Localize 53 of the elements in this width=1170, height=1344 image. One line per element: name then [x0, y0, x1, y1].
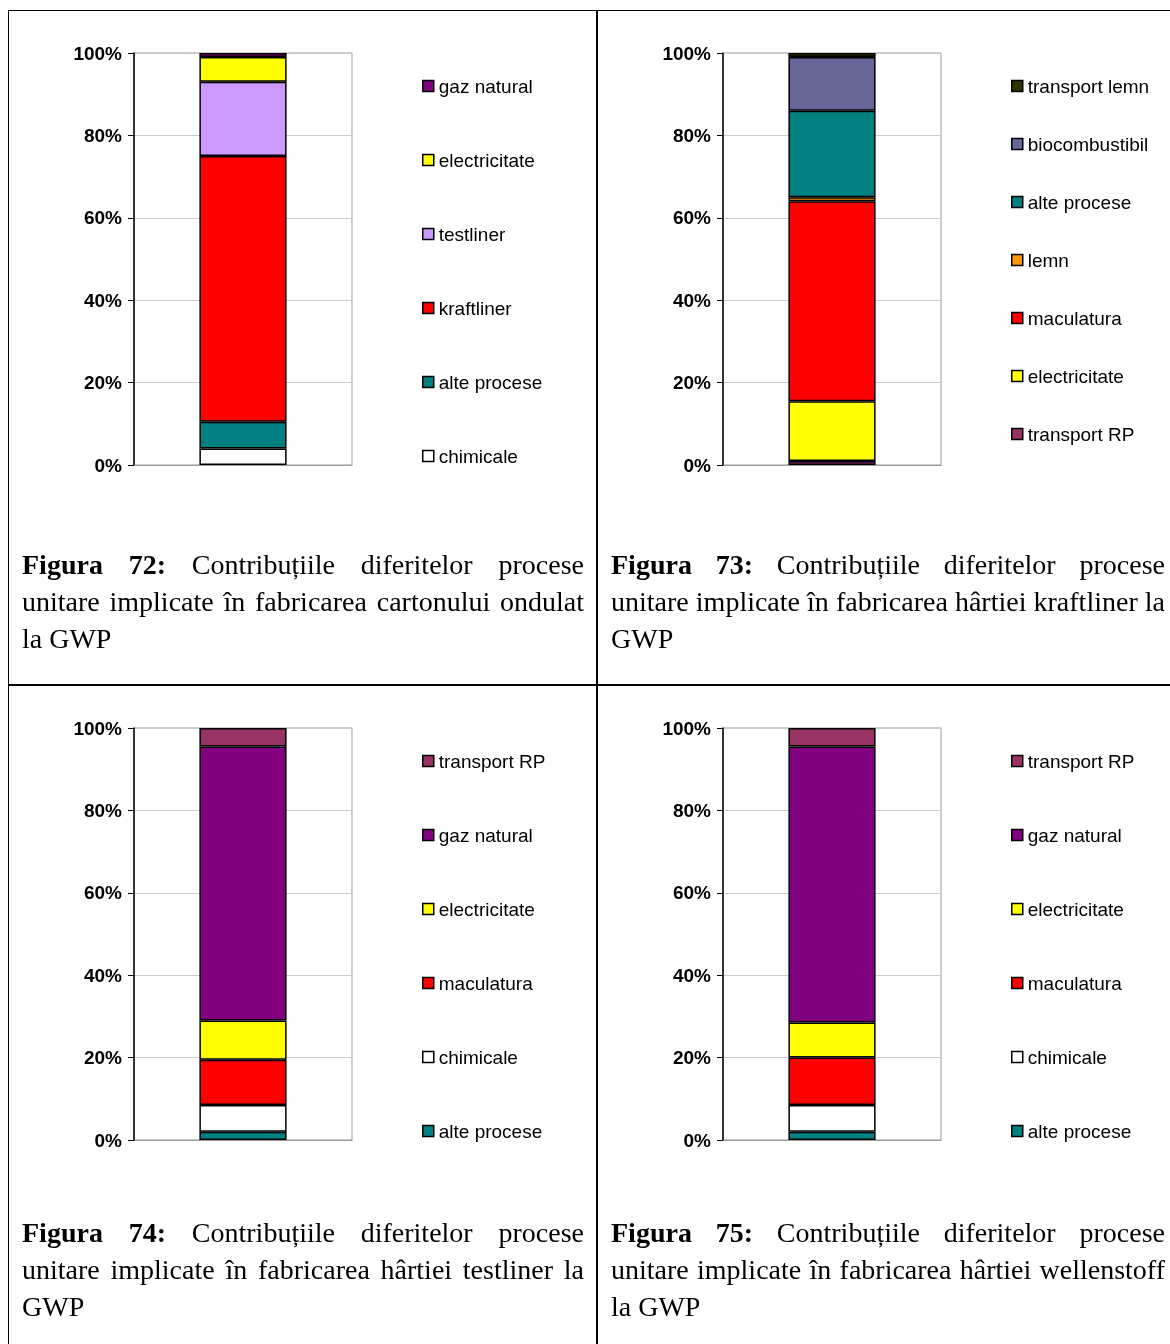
y-tick-label: 60%	[672, 882, 712, 904]
y-tick-label: 0%	[94, 454, 123, 476]
legend-label: chimicale	[438, 445, 518, 467]
y-tick-label: 0%	[683, 1129, 712, 1151]
y-tick-label: 80%	[672, 124, 712, 146]
legend-label: transport lemn	[1027, 75, 1150, 97]
y-tick-label: 40%	[672, 289, 712, 311]
legend-label: alte procese	[438, 1120, 543, 1142]
legend-label: lemn	[1027, 249, 1069, 271]
y-tick-label: 100%	[73, 717, 123, 739]
y-tick-label: 20%	[83, 372, 123, 394]
legend-label: testliner	[438, 223, 506, 245]
legend-label: chimicale	[1027, 1046, 1107, 1068]
y-tick-label: 80%	[83, 799, 123, 821]
y-tick-label: 20%	[672, 372, 712, 394]
legend-label: electricitate	[438, 898, 535, 920]
y-tick-label: 100%	[662, 717, 712, 739]
legend-label: maculatura	[438, 972, 534, 994]
legend-label: electricitate	[438, 149, 535, 171]
legend-label: gaz natural	[1027, 824, 1122, 846]
text: Figura 73: Contribuțiile diferitelor procese unitare implicate în fabricarea hârtiei kraftliner la GWP	[611, 549, 1165, 654]
text: Figura 72: Contribuțiile diferitelor procese unitare implicate în fabricarea cartonului ondulat la GWP	[22, 549, 584, 654]
legend-label: maculatura	[1027, 307, 1123, 329]
legend-label: transport RP	[1027, 750, 1135, 772]
legend-label: electricitate	[1027, 898, 1124, 920]
legend-label: alte procese	[438, 371, 543, 393]
legend-label: electricitate	[1027, 365, 1124, 387]
y-tick-label: 60%	[672, 207, 712, 229]
y-tick-label: 80%	[83, 124, 123, 146]
legend-label: transport RP	[438, 750, 546, 772]
legend-label: transport RP	[1027, 423, 1135, 445]
y-tick-label: 0%	[94, 1129, 123, 1151]
legend-label: gaz natural	[438, 824, 533, 846]
text: Figura 75: Contribuțiile diferitelor procese unitare implicate în fabricarea hârtiei wellenstoff la GWP	[611, 1217, 1165, 1322]
y-tick-label: 100%	[662, 42, 712, 64]
y-tick-label: 40%	[672, 964, 712, 986]
y-tick-label: 60%	[83, 207, 123, 229]
legend-label: chimicale	[438, 1046, 518, 1068]
legend-label: maculatura	[1027, 972, 1123, 994]
y-tick-label: 40%	[83, 964, 123, 986]
y-tick-label: 20%	[83, 1047, 123, 1069]
y-tick-label: 0%	[683, 454, 712, 476]
y-tick-label: 100%	[73, 42, 123, 64]
legend-label: kraftliner	[438, 297, 513, 319]
legend-label: alte procese	[1027, 191, 1132, 213]
y-tick-label: 40%	[83, 289, 123, 311]
text: Figura 74: Contribuțiile diferitelor procese unitare implicate în fabricarea hârtiei testliner la GWP	[22, 1217, 584, 1322]
y-tick-label: 60%	[83, 882, 123, 904]
legend-label: gaz natural	[438, 75, 533, 97]
legend-label: alte procese	[1027, 1120, 1132, 1142]
y-tick-label: 20%	[672, 1047, 712, 1069]
legend-label: biocombustibil	[1027, 133, 1149, 155]
y-tick-label: 80%	[672, 799, 712, 821]
